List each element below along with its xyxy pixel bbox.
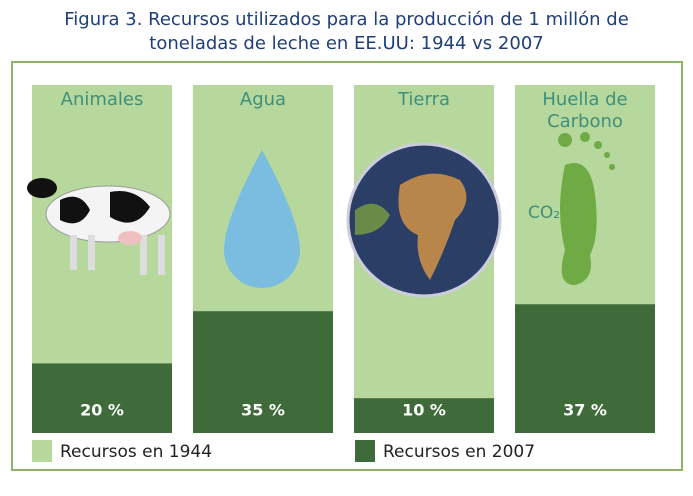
- footprint-illustration: [558, 132, 615, 285]
- bar: [193, 311, 333, 433]
- legend-swatch: [32, 440, 52, 462]
- annotation: CO₂: [528, 203, 560, 223]
- earth-illustration: [346, 142, 502, 298]
- water-drop: [224, 150, 300, 288]
- bar: [32, 363, 172, 433]
- legend-label: Recursos en 1944: [60, 442, 212, 462]
- category-label: Agua: [239, 89, 287, 110]
- value-label: 35 %: [241, 401, 285, 420]
- chart-title: Figura 3. Recursos utilizados para la pr…: [64, 9, 629, 54]
- bar: [515, 304, 655, 433]
- value-label: 10 %: [402, 401, 446, 420]
- category-label: Tierra: [397, 89, 451, 110]
- category-label: Huella de Carbono: [542, 89, 628, 132]
- cow-illustration: [27, 178, 171, 275]
- category-label: Animales: [60, 89, 144, 110]
- value-label: 20 %: [80, 401, 124, 420]
- legend-label: Recursos en 2007: [383, 442, 535, 462]
- value-label: 37 %: [563, 401, 607, 420]
- legend-swatch: [355, 440, 375, 462]
- bar: [354, 398, 494, 433]
